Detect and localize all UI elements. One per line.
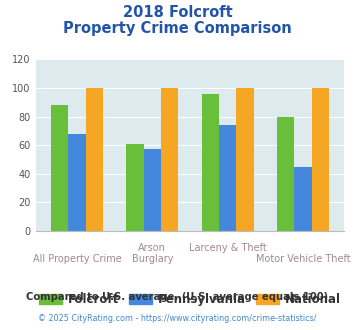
Text: Compared to U.S. average. (U.S. average equals 100): Compared to U.S. average. (U.S. average … — [26, 292, 329, 302]
Text: Burglary: Burglary — [131, 254, 173, 264]
Text: Arson: Arson — [138, 243, 166, 252]
Text: All Property Crime: All Property Crime — [33, 254, 121, 264]
Bar — [86, 88, 103, 231]
Bar — [161, 88, 178, 231]
Bar — [277, 116, 294, 231]
Text: 2018 Folcroft: 2018 Folcroft — [122, 5, 233, 20]
Bar — [219, 125, 236, 231]
Text: Property Crime Comparison: Property Crime Comparison — [63, 21, 292, 36]
Bar — [51, 105, 68, 231]
Legend: Folcroft, Pennsylvania, National: Folcroft, Pennsylvania, National — [34, 288, 346, 311]
Bar — [294, 167, 312, 231]
Bar — [68, 134, 86, 231]
Text: Larceny & Theft: Larceny & Theft — [189, 243, 267, 252]
Text: Motor Vehicle Theft: Motor Vehicle Theft — [256, 254, 350, 264]
Bar — [312, 88, 329, 231]
Text: © 2025 CityRating.com - https://www.cityrating.com/crime-statistics/: © 2025 CityRating.com - https://www.city… — [38, 314, 317, 323]
Bar — [236, 88, 253, 231]
Bar — [144, 149, 161, 231]
Bar — [202, 94, 219, 231]
Bar — [126, 144, 143, 231]
